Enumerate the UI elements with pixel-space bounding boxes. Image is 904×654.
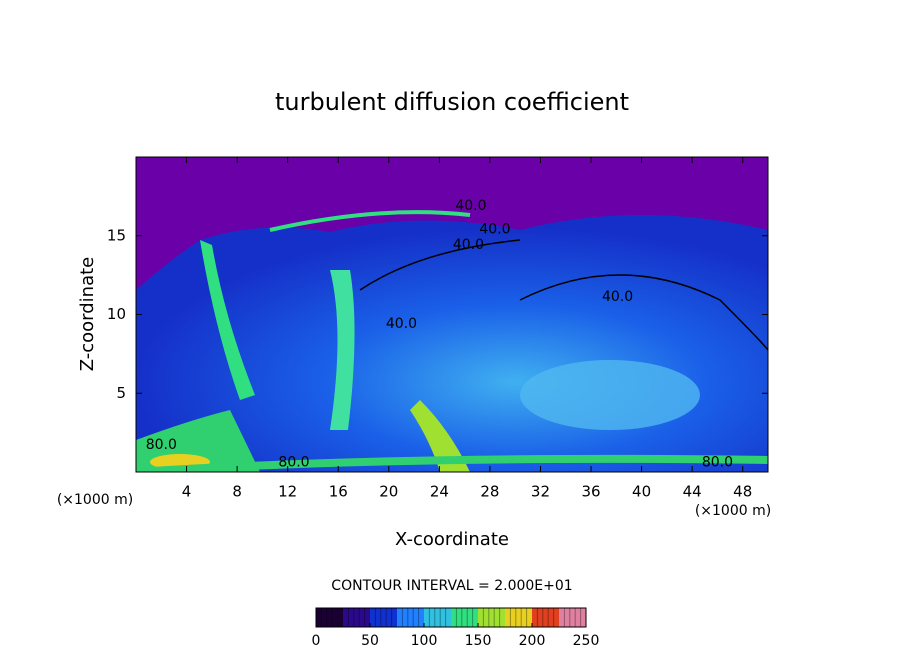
field-region bbox=[136, 454, 768, 472]
colorbar-swatch bbox=[370, 608, 398, 627]
y-axis-label: Z-coordinate bbox=[77, 257, 98, 372]
x-tick-label: 36 bbox=[581, 483, 600, 501]
x-tick-label: 16 bbox=[329, 483, 348, 501]
colorbar-frame bbox=[315, 607, 587, 628]
colorbar-swatch bbox=[559, 608, 587, 627]
contour-label: 40.0 bbox=[455, 198, 486, 214]
colorbar-tick-label: 150 bbox=[465, 633, 492, 649]
colorbar-tick-label: 200 bbox=[519, 633, 546, 649]
x-tick-label: 44 bbox=[683, 483, 702, 501]
contour-line bbox=[359, 239, 521, 291]
colorbar-swatch bbox=[343, 608, 371, 627]
x-tick-label: 40 bbox=[632, 483, 651, 501]
colorbar-swatch bbox=[316, 608, 344, 627]
x-unit-label: (×1000 m) bbox=[57, 492, 133, 508]
x-tick-label: 8 bbox=[232, 483, 242, 501]
x-tick-label: 4 bbox=[182, 483, 192, 501]
contour-label: 80.0 bbox=[702, 455, 733, 471]
colorbar-swatch bbox=[424, 608, 452, 627]
field-region bbox=[330, 270, 355, 430]
contour-label: 40.0 bbox=[386, 316, 417, 332]
colorbar-swatch bbox=[451, 608, 479, 627]
contour-label: 80.0 bbox=[146, 437, 177, 453]
y-tick-label: 5 bbox=[116, 384, 126, 402]
colorbar-tick-label: 100 bbox=[411, 633, 438, 649]
contour-label: 40.0 bbox=[453, 237, 484, 253]
x-axis-label: X-coordinate bbox=[395, 529, 509, 550]
colorbar-tick-label: 250 bbox=[573, 633, 600, 649]
contour-line bbox=[519, 274, 768, 351]
contour-label: 40.0 bbox=[602, 289, 633, 305]
field bbox=[136, 157, 768, 472]
y-tick-label: 10 bbox=[107, 305, 126, 323]
chart-title: turbulent diffusion coefficient bbox=[275, 88, 629, 116]
colorbar-swatch bbox=[532, 608, 560, 627]
y-tick-label: 15 bbox=[107, 226, 126, 244]
field-region bbox=[269, 210, 471, 232]
contour-label: 40.0 bbox=[479, 221, 510, 237]
x-tick-label: 28 bbox=[480, 483, 499, 501]
x-tick-label: 12 bbox=[278, 483, 297, 501]
x-tick-label: 24 bbox=[430, 483, 449, 501]
colorbar-swatch bbox=[478, 608, 506, 627]
x-tick-label: 20 bbox=[379, 483, 398, 501]
x-tick-label: 48 bbox=[733, 483, 752, 501]
colorbar-swatch bbox=[397, 608, 425, 627]
colorbar-tick-label: 0 bbox=[312, 633, 321, 649]
x-tick-label: 32 bbox=[531, 483, 550, 501]
contour-label: 80.0 bbox=[278, 455, 309, 471]
field-region bbox=[520, 360, 700, 430]
colorbar-swatch bbox=[505, 608, 533, 627]
field-region bbox=[200, 240, 255, 400]
contour-interval-label: CONTOUR INTERVAL = 2.000E+01 bbox=[331, 578, 572, 594]
field-region bbox=[410, 400, 470, 472]
x-unit-label: (×1000 m) bbox=[695, 503, 771, 519]
colorbar-tick-label: 50 bbox=[361, 633, 379, 649]
